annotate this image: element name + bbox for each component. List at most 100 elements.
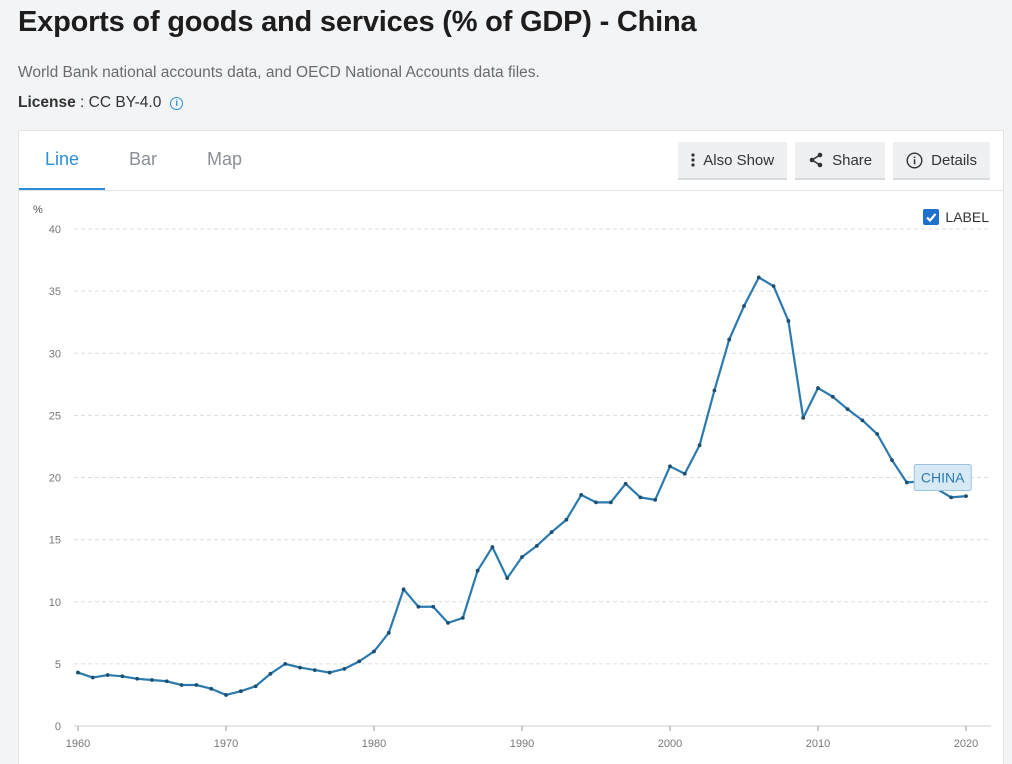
data-point [771,284,776,289]
data-point [579,492,584,497]
series-label: CHINA [913,464,972,491]
data-point [253,684,258,689]
tab-line[interactable]: Line [19,131,106,191]
label-toggle[interactable]: LABEL [923,209,989,225]
data-point [475,568,480,573]
data-point [135,676,140,681]
x-tick-label: 2020 [954,738,978,750]
license-row: License : CC BY-4.0 i [18,94,184,112]
data-point [623,481,628,486]
data-point [875,432,880,436]
data-point [830,394,835,399]
info-circle-icon [906,151,923,169]
line-chart: % 0 5 10 15 20 25 30 35 40 1960 1970 1980 1990 2000 201… [33,204,991,750]
data-point [668,464,672,469]
data-point [490,545,495,549]
y-tick-label: 5 [55,659,61,671]
data-point [401,587,406,592]
data-point [76,670,80,675]
data-point [816,386,820,390]
data-point [904,480,909,485]
source-text: World Bank national accounts data, and O… [18,64,540,81]
data-point [549,530,554,535]
data-point [209,686,214,691]
data-point [756,275,761,280]
details-label: Details [931,151,977,169]
series-label-box [913,464,972,491]
data-point [460,616,465,620]
page-title: Exports of goods and services (% of GDP)… [18,6,697,38]
data-point [682,471,687,476]
data-point [446,620,450,625]
data-point [505,576,510,581]
data-point [801,415,806,420]
data-point [712,388,717,393]
series-line [77,276,967,697]
data-point [179,683,184,687]
license-label: License [18,94,76,111]
data-point [964,494,968,499]
action-buttons: Also Show Share Details [678,142,990,180]
data-point [238,689,243,694]
info-icon[interactable]: i [170,96,184,110]
series-label-text: CHINA [921,470,965,486]
data-point [164,679,169,684]
details-button[interactable]: Details [893,142,990,180]
also-show-button[interactable]: Also Show [678,142,788,180]
data-point [638,495,643,500]
y-tick-label: 20 [49,473,61,485]
y-axis-unit: % [33,204,43,216]
license-separator: : [75,94,89,111]
tab-bar: Line Bar Map [19,131,267,191]
data-point [312,668,317,672]
data-point [224,693,228,697]
chart-panel: Line Bar Map Also Show Share Details [18,130,1004,764]
x-tick-label: 2000 [658,738,682,750]
data-point [342,666,347,671]
share-button[interactable]: Share [795,142,886,180]
data-point [90,675,95,680]
y-tick-label: 0 [55,721,61,733]
x-tick-label: 1990 [510,738,534,750]
x-tick-label: 1970 [214,738,238,750]
x-tick-label: 1960 [66,738,90,750]
share-label: Share [832,151,873,169]
y-tick-label: 40 [49,224,61,236]
checkbox-checked-icon[interactable] [923,209,940,225]
share-icon [808,152,824,168]
data-point [431,604,436,609]
y-tick-label: 25 [49,410,61,422]
data-point [949,495,954,500]
data-point [742,304,746,308]
data-point [594,500,598,505]
data-point [194,683,199,687]
data-point [608,500,613,505]
data-point [520,555,524,559]
y-tick-label: 30 [49,348,61,360]
data-point [697,443,702,448]
data-point [327,670,332,675]
also-show-label: Also Show [703,151,775,169]
data-point [534,543,539,548]
data-point [890,458,894,463]
kebab-icon [691,153,695,167]
tab-map[interactable]: Map [207,149,243,169]
license-value: CC BY-4.0 [88,94,162,111]
label-toggle-text: LABEL [945,209,989,225]
y-tick-label: 35 [49,286,61,298]
data-point [120,674,125,679]
data-point [845,407,850,412]
data-point [298,665,302,670]
tabs-divider [19,190,1003,191]
tab-bar-chart[interactable]: Bar [129,149,158,169]
data-point [386,630,391,635]
data-point [653,497,658,502]
x-tick-label: 1980 [362,738,386,750]
y-tick-label: 15 [49,535,61,547]
data-point [150,678,154,682]
data-point [268,671,273,676]
data-point [372,649,376,654]
x-tick-label: 2010 [806,738,830,750]
data-point [357,659,362,664]
y-tick-label: 10 [49,597,61,609]
